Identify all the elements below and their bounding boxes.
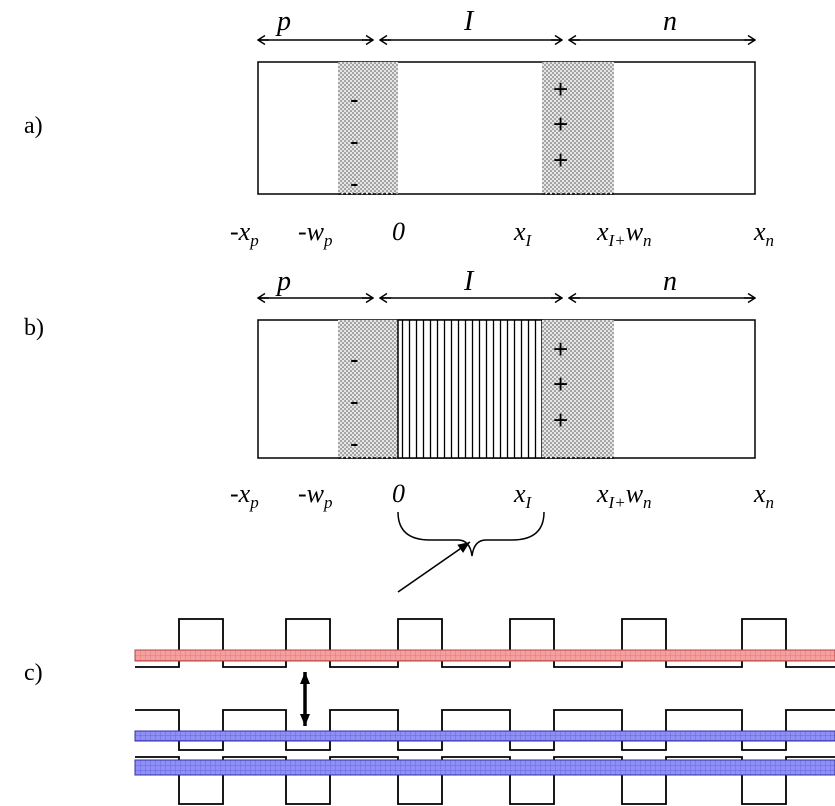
conduction-miniband: [134, 649, 835, 662]
depletion-region-n: [542, 320, 614, 458]
depletion-region-p: [338, 320, 398, 458]
device-outline: [257, 61, 756, 195]
region-label-p: p: [275, 266, 291, 297]
panel-b: b) p I n - - - + + + -xp -wp 0 xI xI+wn …: [24, 266, 774, 593]
panel-label-a: a): [24, 113, 43, 139]
panel-a: a) p I n - - - + + + -xp -wp 0 xI xI+wn …: [24, 6, 774, 250]
negative-charge: -: [350, 84, 359, 114]
valence-miniband-lower: [134, 759, 835, 776]
position-label-xp: -xp: [230, 217, 259, 250]
region-label-i: I: [463, 6, 475, 37]
position-label-zero: 0: [392, 217, 405, 246]
lower-band-profile: [135, 756, 835, 805]
positive-charge: +: [553, 334, 568, 364]
positive-charge: +: [553, 369, 568, 399]
positive-charge: +: [553, 109, 568, 139]
position-label-xi-wn: xI+wn: [596, 479, 652, 512]
panel-label-c: c): [24, 660, 43, 686]
region-label-p: p: [275, 6, 291, 37]
positive-charge: +: [553, 405, 568, 435]
intrinsic-region-superlattice: [397, 319, 543, 459]
region-label-n: n: [663, 266, 677, 297]
position-label-xi: xI: [513, 217, 533, 250]
negative-charge: -: [350, 386, 359, 416]
zoom-arrow: [397, 541, 471, 593]
position-label-xi-wn: xI+wn: [596, 217, 652, 250]
positive-charge: +: [553, 74, 568, 104]
position-label-wp: -wp: [298, 479, 333, 512]
negative-charge: -: [350, 126, 359, 156]
negative-charge: -: [350, 344, 359, 374]
depletion-region-n: [542, 62, 614, 194]
region-label-i: I: [463, 266, 475, 297]
position-label-xn: xn: [753, 479, 774, 512]
curly-brace: [397, 511, 545, 557]
position-label-wp: -wp: [298, 217, 333, 250]
position-label-zero: 0: [392, 479, 405, 508]
negative-charge: -: [350, 428, 359, 458]
valence-band-profile: [135, 709, 835, 751]
panel-c: c): [24, 618, 835, 805]
valence-miniband-upper: [134, 730, 835, 742]
region-label-n: n: [663, 6, 677, 37]
depletion-region-p: [338, 62, 398, 194]
conduction-band-profile: [135, 618, 835, 668]
position-label-xp: -xp: [230, 479, 259, 512]
positive-charge: +: [553, 145, 568, 175]
position-label-xi: xI: [513, 479, 533, 512]
panel-label-b: b): [24, 315, 44, 341]
negative-charge: -: [350, 168, 359, 198]
position-label-xn: xn: [753, 217, 774, 250]
